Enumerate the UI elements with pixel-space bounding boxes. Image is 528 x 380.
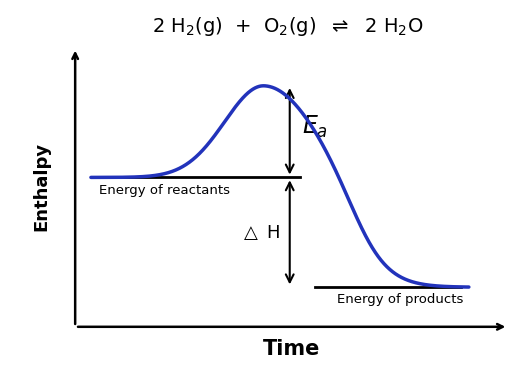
Text: $\triangle$ H: $\triangle$ H — [240, 223, 280, 242]
Text: Energy of reactants: Energy of reactants — [99, 184, 230, 197]
Title: 2 H$_2$(g)  +  O$_2$(g)  $\rightleftharpoons$  2 H$_2$O: 2 H$_2$(g) + O$_2$(g) $\rightleftharpoon… — [152, 15, 423, 38]
Text: Enthalpy: Enthalpy — [33, 142, 51, 231]
Text: Time: Time — [263, 339, 320, 359]
Text: $E_a$: $E_a$ — [303, 114, 328, 140]
Text: Energy of products: Energy of products — [336, 293, 463, 306]
